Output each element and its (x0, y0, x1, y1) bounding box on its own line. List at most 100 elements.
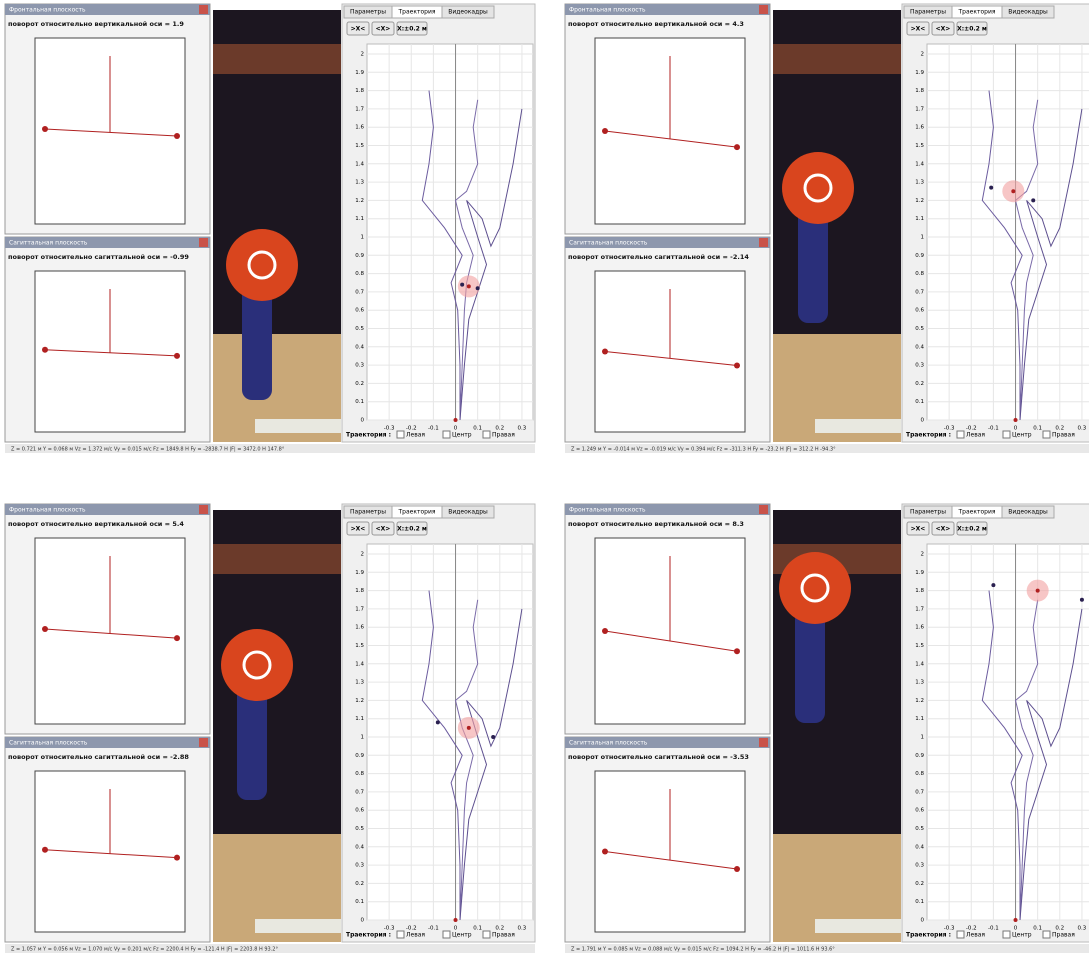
axis-dot (174, 635, 180, 641)
y-tick-label: 1.9 (355, 570, 364, 576)
y-tick-label: 0.6 (915, 808, 924, 814)
checkbox[interactable] (443, 431, 450, 438)
sign (815, 919, 901, 933)
y-tick-label: 0.4 (915, 344, 924, 350)
window-title: Сагиттальная плоскость (9, 740, 88, 747)
y-tick-label: 0.3 (355, 863, 364, 869)
checkbox[interactable] (1003, 931, 1010, 938)
checkbox-label: Левая (406, 932, 425, 939)
button-label: >X< (351, 526, 366, 533)
checkbox[interactable] (1043, 431, 1050, 438)
position-marker (476, 286, 480, 290)
checkbox[interactable] (483, 931, 490, 938)
y-tick-label: 1.1 (915, 716, 924, 722)
window-title: Фронтальная плоскость (569, 507, 646, 514)
y-tick-label: 0.5 (355, 826, 364, 832)
checkbox[interactable] (397, 931, 404, 938)
checkbox-label: Центр (452, 932, 472, 939)
y-tick-label: 1.5 (355, 643, 364, 649)
y-tick-label: 1.4 (915, 161, 924, 167)
checkbox[interactable] (1043, 931, 1050, 938)
axis-dot (174, 855, 180, 861)
axis-dot (602, 849, 608, 855)
y-tick-label: 1.6 (355, 625, 364, 631)
close-button[interactable] (199, 738, 208, 747)
y-tick-label: 0.7 (915, 789, 924, 795)
checkbox[interactable] (443, 931, 450, 938)
close-button[interactable] (759, 238, 768, 247)
y-tick-label: 2 (921, 552, 925, 558)
checkbox[interactable] (957, 931, 964, 938)
close-button[interactable] (759, 738, 768, 747)
tab-label: Параметры (350, 509, 386, 516)
button-label: X:±0.2 м (957, 526, 987, 533)
checkbox-label: Правая (1052, 432, 1075, 439)
window-title: Сагиттальная плоскость (9, 240, 88, 247)
y-tick-label: 0.9 (915, 753, 924, 759)
checkbox[interactable] (1003, 431, 1010, 438)
tab-label: Видеокадры (448, 9, 488, 16)
checkbox-label: Центр (1012, 932, 1032, 939)
y-tick-label: 0.1 (915, 399, 924, 405)
button-label: X:±0.2 м (957, 26, 987, 33)
axis-dot (42, 847, 48, 853)
y-tick-label: 1.6 (915, 625, 924, 631)
x-tick-label: 0.1 (473, 426, 482, 432)
axis-dot (42, 626, 48, 632)
y-tick-label: 0.6 (355, 808, 364, 814)
y-tick-label: 1.9 (915, 570, 924, 576)
close-button[interactable] (759, 505, 768, 514)
x-tick-label: 0.1 (1033, 926, 1042, 932)
y-tick-label: 1.4 (355, 161, 364, 167)
checkbox[interactable] (397, 431, 404, 438)
x-tick-label: 0.3 (1078, 426, 1087, 432)
y-tick-label: 1.3 (355, 680, 364, 686)
y-tick-label: 0.5 (355, 326, 364, 332)
close-button[interactable] (759, 5, 768, 14)
checkbox-label: Левая (966, 432, 985, 439)
button-label: >X< (351, 26, 366, 33)
y-tick-label: 0.7 (355, 289, 364, 295)
tab-label: Видеокадры (448, 509, 488, 516)
checkbox[interactable] (957, 431, 964, 438)
legend-title: Траектория : (906, 432, 951, 439)
angle-label: поворот относительно вертикальной оси = … (8, 520, 184, 528)
y-tick-label: 2 (361, 552, 365, 558)
window-title: Фронтальная плоскость (9, 507, 86, 514)
y-tick-label: 0.9 (355, 753, 364, 759)
y-tick-label: 1.8 (355, 588, 364, 594)
y-tick-label: 1 (361, 235, 365, 241)
checkbox[interactable] (483, 431, 490, 438)
y-tick-label: 0.7 (915, 289, 924, 295)
position-marker (467, 726, 471, 730)
axis-dot (602, 128, 608, 134)
y-tick-label: 1.6 (915, 125, 924, 131)
legend-title: Траектория : (906, 932, 951, 939)
y-tick-label: 0.2 (915, 881, 924, 887)
y-tick-label: 0.7 (355, 789, 364, 795)
panel: Фронтальная плоскостьповорот относительн… (565, 504, 1089, 953)
close-button[interactable] (199, 505, 208, 514)
y-tick-label: 0.2 (915, 381, 924, 387)
button-label: <X> (936, 26, 951, 33)
y-tick-label: 0 (921, 418, 925, 424)
y-tick-label: 1.8 (915, 588, 924, 594)
y-tick-label: 0.4 (355, 344, 364, 350)
close-button[interactable] (199, 5, 208, 14)
checkbox-label: Правая (492, 932, 515, 939)
y-tick-label: 0.2 (355, 381, 364, 387)
y-tick-label: 1.1 (355, 216, 364, 222)
close-button[interactable] (199, 238, 208, 247)
y-tick-label: 1.2 (915, 698, 924, 704)
axis-dot (42, 347, 48, 353)
y-tick-label: 1 (921, 235, 925, 241)
tab-label: Параметры (910, 9, 946, 16)
y-tick-label: 1.3 (355, 180, 364, 186)
tab-label: Траектория (958, 9, 996, 16)
y-tick-label: 0.8 (355, 271, 364, 277)
button-label: <X> (376, 526, 391, 533)
x-tick-label: -0.1 (988, 426, 999, 432)
window-title: Сагиттальная плоскость (569, 740, 648, 747)
origin-dot (1014, 418, 1018, 422)
checkbox-label: Правая (492, 432, 515, 439)
